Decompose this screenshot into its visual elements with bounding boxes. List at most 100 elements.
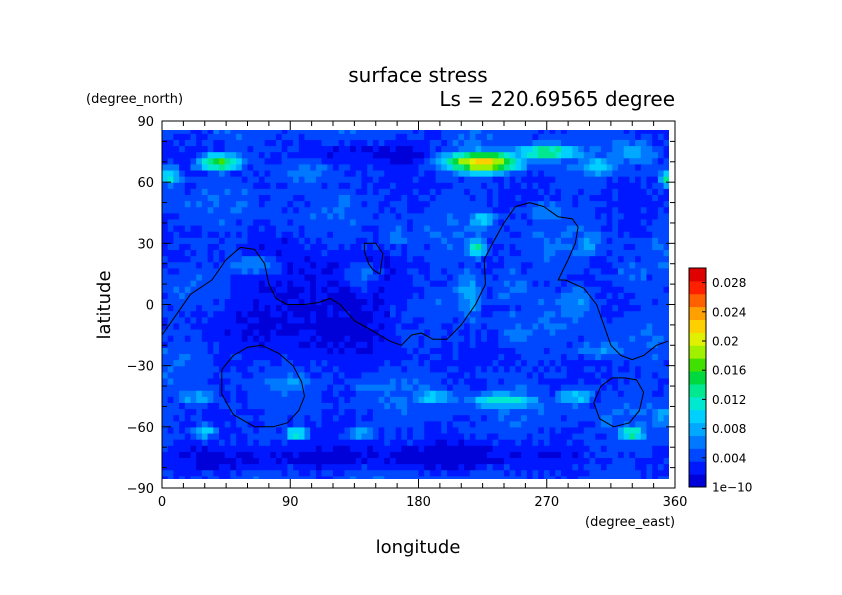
heat-cell: [486, 420, 494, 428]
heat-cell: [355, 408, 363, 416]
heat-cell: [566, 304, 573, 312]
heat-cell: [293, 121, 299, 128]
heat-cell: [350, 445, 357, 452]
heat-cell: [196, 432, 203, 440]
heat-cell: [184, 426, 192, 434]
heat-cell: [595, 408, 602, 416]
heat-cell: [372, 377, 380, 385]
heat-cell: [412, 194, 420, 202]
heat-cell: [196, 365, 203, 373]
heat-cell: [407, 463, 414, 471]
heat-cell: [401, 231, 408, 238]
heat-cell: [407, 420, 414, 428]
heat-cell: [327, 347, 334, 355]
heat-cell: [447, 261, 454, 269]
heat-cell: [486, 261, 494, 269]
heat-cell: [281, 249, 288, 257]
heat-cell: [196, 163, 203, 171]
heat-cell: [549, 322, 556, 330]
heat-cell: [543, 365, 551, 373]
heat-cell: [310, 157, 317, 165]
heat-cell: [538, 439, 545, 446]
heat-cell: [492, 206, 499, 214]
heat-cell: [219, 151, 226, 159]
heat-cell: [355, 365, 363, 373]
heat-cell: [549, 402, 556, 410]
heat-cell: [384, 384, 391, 391]
heat-cell: [179, 335, 186, 342]
heat-cell: [578, 371, 585, 379]
heat-cell: [207, 408, 214, 416]
heat-cell: [612, 267, 619, 275]
heat-cell: [435, 347, 442, 355]
heat-cell: [219, 426, 226, 434]
heat-cell: [247, 414, 254, 422]
heat-cell: [447, 304, 454, 312]
heat-cell: [241, 292, 249, 299]
heat-cell: [566, 182, 573, 189]
heat-cell: [258, 182, 266, 189]
heat-cell: [310, 194, 317, 202]
heat-cell: [270, 420, 277, 428]
heat-cell: [213, 151, 220, 159]
heat-cell: [179, 469, 186, 477]
heat-cell: [298, 249, 306, 257]
heat-cell: [190, 396, 197, 403]
heat-cell: [401, 347, 408, 355]
heat-cell: [190, 451, 197, 459]
heat-cell: [543, 267, 551, 275]
heat-cell: [418, 347, 425, 355]
heat-cell: [452, 200, 459, 208]
heat-cell: [372, 341, 380, 348]
heat-cell: [304, 390, 311, 397]
heat-cell: [606, 194, 613, 202]
heat-cell: [458, 292, 465, 299]
heat-cell: [184, 200, 192, 208]
heat-cell: [475, 218, 482, 226]
heat-cell: [276, 188, 283, 195]
heat-cell: [418, 335, 425, 342]
heat-cell: [452, 402, 459, 410]
heat-cell: [190, 384, 197, 391]
heat-cell: [572, 212, 579, 220]
heat-cell: [538, 347, 545, 355]
heat-cell: [196, 188, 203, 195]
heat-cell: [418, 194, 425, 202]
heat-cell: [561, 292, 568, 299]
heat-cell: [258, 200, 266, 208]
heat-cell: [538, 194, 545, 202]
heat-cell: [578, 402, 585, 410]
heat-cell: [509, 469, 516, 477]
heat-cell: [201, 322, 209, 330]
heat-cell: [624, 121, 630, 128]
heat-cell: [184, 432, 192, 440]
heat-cell: [321, 377, 328, 385]
heat-cell: [201, 249, 209, 257]
heat-cell: [219, 182, 226, 189]
heat-cell: [270, 304, 277, 312]
heat-cell: [441, 273, 448, 281]
heat-cell: [298, 426, 306, 434]
heat-cell: [378, 194, 385, 202]
chart-subtitle: Ls = 220.69565 degree: [439, 87, 675, 111]
heat-cell: [361, 163, 368, 171]
heat-cell: [452, 267, 459, 275]
heat-cell: [190, 255, 197, 263]
heat-cell: [572, 249, 579, 257]
heat-cell: [179, 292, 186, 299]
heat-cell: [219, 353, 226, 361]
heat-cell: [561, 169, 568, 177]
heat-cell: [270, 218, 277, 226]
heat-cell: [253, 286, 260, 293]
heat-cell: [298, 188, 306, 195]
heat-cell: [526, 414, 534, 422]
heat-cell: [321, 335, 328, 342]
heat-cell: [287, 396, 294, 403]
heat-cell: [543, 139, 551, 147]
heat-cell: [595, 163, 602, 171]
heat-cell: [407, 273, 414, 281]
heat-cell: [304, 420, 311, 428]
heat-cell: [378, 310, 385, 318]
heat-cell: [441, 200, 448, 208]
heat-cell: [412, 261, 420, 269]
